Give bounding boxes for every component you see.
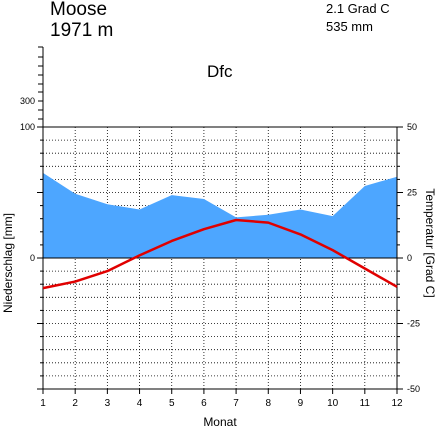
climate-class-label: Dfc: [207, 62, 233, 81]
x-tick-label: 7: [233, 398, 239, 409]
left-axis-ticks: 0 100: [20, 122, 43, 390]
x-tick-label: 3: [105, 398, 111, 409]
x-tick-label: 8: [265, 398, 271, 409]
upper-precipitation-ticks: 300: [20, 46, 43, 120]
left-tick-label: 100: [20, 122, 35, 132]
right-tick-label: 0: [407, 253, 412, 263]
mean-temperature: 2.1 Grad C: [326, 1, 390, 16]
left-axis-label: Niederschlag [mm]: [1, 213, 15, 313]
right-tick-label: 25: [407, 188, 417, 198]
annual-precipitation: 535 mm: [326, 19, 373, 34]
x-tick-label: 12: [391, 398, 403, 409]
right-tick-label: -25: [407, 319, 420, 329]
x-tick-label: 11: [360, 398, 371, 409]
x-tick-label: 6: [201, 398, 207, 409]
right-axis-ticks: 50 25 0 -25 -50: [397, 122, 420, 394]
precipitation-area: [43, 172, 397, 258]
station-elevation: 1971 m: [50, 20, 114, 41]
x-axis-label: Monat: [203, 415, 237, 429]
x-tick-label: 10: [327, 398, 339, 409]
x-tick-label: 9: [298, 398, 304, 409]
right-tick-label: -50: [407, 384, 420, 394]
upper-tick-label: 300: [20, 96, 35, 106]
x-tick-label: 1: [40, 398, 46, 409]
x-tick-label: 2: [72, 398, 78, 409]
x-axis-ticks: 1 2 3 4 5 6 7 8 9 10 11 12: [40, 389, 403, 409]
x-tick-label: 5: [169, 398, 175, 409]
right-axis-label: Temperatur [Grad C]: [423, 188, 437, 297]
temperature-line: [42, 218, 398, 290]
x-tick-label: 4: [137, 398, 143, 409]
left-tick-label: 0: [30, 253, 35, 263]
right-tick-label: 50: [407, 122, 417, 132]
station-name: Moose: [50, 0, 108, 20]
